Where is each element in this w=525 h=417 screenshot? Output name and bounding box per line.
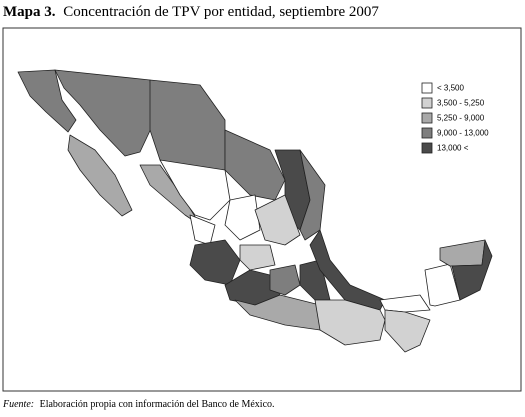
legend-swatch xyxy=(421,97,433,109)
state xyxy=(159,159,231,221)
state xyxy=(224,194,261,241)
title: Mapa 3. Concentración de TPV por entidad… xyxy=(3,4,379,20)
title-text: Concentración de TPV por entidad, septie… xyxy=(63,4,379,20)
legend: < 3,500 3,500 - 5,250 5,250 - 9,000 9,000 -… xyxy=(421,82,489,154)
source-text: Elaboración propia con información del B… xyxy=(40,399,275,410)
source-label: Fuente: xyxy=(2,399,34,410)
legend-label: 13,000 < xyxy=(437,144,469,153)
state xyxy=(67,134,133,217)
legend-swatch xyxy=(421,82,433,94)
state xyxy=(269,264,301,296)
state xyxy=(451,239,493,301)
title-label: Mapa 3. xyxy=(3,4,56,20)
state xyxy=(379,294,431,313)
legend-label: 9,000 - 13,000 xyxy=(437,129,489,138)
state xyxy=(424,263,461,307)
state xyxy=(254,194,301,246)
legend-swatch xyxy=(421,142,433,154)
state xyxy=(384,309,431,353)
state xyxy=(314,299,386,346)
legend-swatch xyxy=(421,127,433,139)
legend-label: 3,500 - 5,250 xyxy=(437,99,485,108)
state xyxy=(224,129,286,201)
legend-label: < 3,500 xyxy=(437,84,464,93)
state xyxy=(189,239,241,286)
state xyxy=(189,214,216,246)
state xyxy=(17,69,77,133)
legend-label: 5,250 - 9,000 xyxy=(437,114,485,123)
state xyxy=(239,244,276,271)
state xyxy=(299,149,326,241)
state xyxy=(439,239,486,267)
states xyxy=(17,69,493,353)
map-frame xyxy=(2,27,522,392)
legend-swatch xyxy=(421,112,433,124)
source-note: Fuente: Elaboración propia con informaci… xyxy=(2,399,275,410)
